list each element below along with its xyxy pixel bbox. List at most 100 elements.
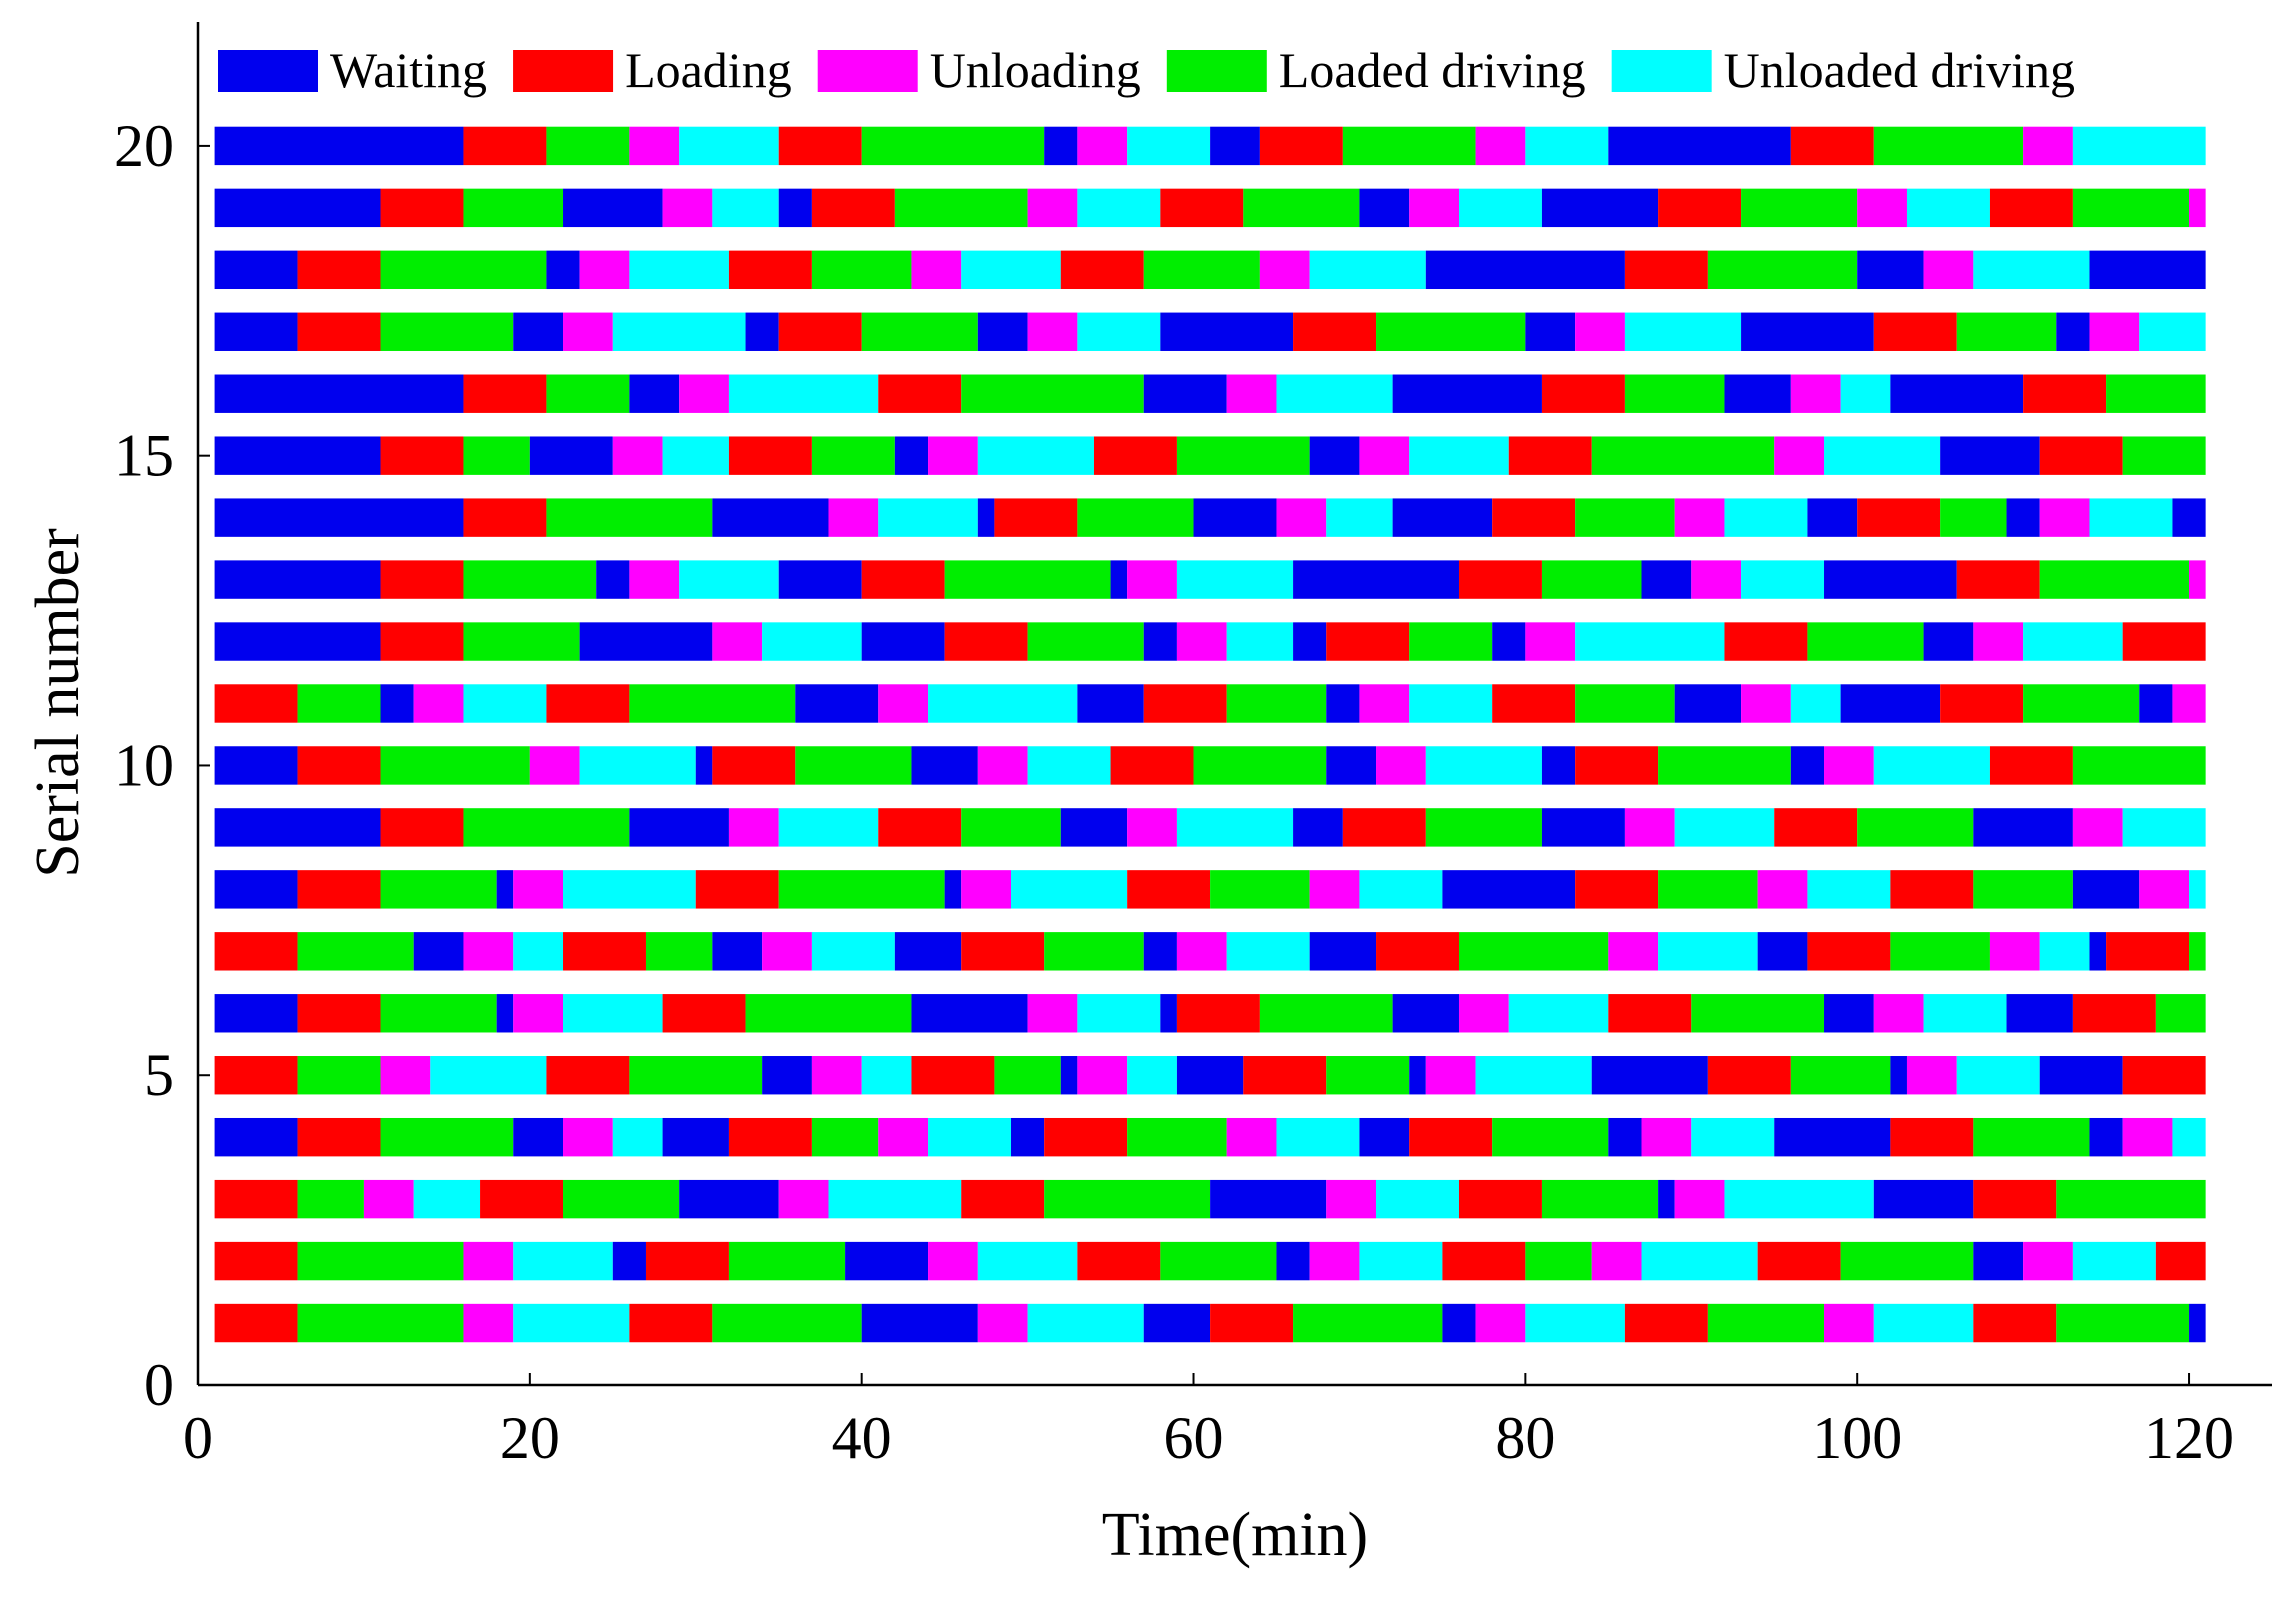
bar-segment-loaded-driving	[1160, 1241, 1277, 1281]
legend-swatch	[817, 50, 918, 92]
bar-segment-waiting	[1309, 932, 1377, 971]
bar-segment-loaded-driving	[1425, 808, 1542, 847]
bar-segment-loaded-driving	[1143, 250, 1260, 290]
bar-segment-waiting	[563, 188, 663, 228]
bar-segment-loading	[1774, 808, 1858, 847]
y-tick-label: 0	[144, 1352, 174, 1418]
bar-segment-loading	[961, 1179, 1045, 1219]
bar-segment-waiting	[1392, 994, 1459, 1033]
bar-segment-loading	[778, 126, 862, 166]
serial-row-3	[214, 1179, 2206, 1219]
legend-label: Unloading	[930, 42, 1141, 98]
bar-segment-loading	[1259, 126, 1343, 166]
bar-segment-unloading	[1674, 1179, 1725, 1219]
bar-segment-unloaded-driving	[1176, 560, 1294, 599]
bar-segment-unloading	[977, 746, 1028, 785]
bar-segment-waiting	[1293, 622, 1327, 661]
bar-segment-loading	[712, 746, 796, 785]
bar-segment-loading	[1658, 188, 1742, 228]
bar-segment-loaded-driving	[2155, 994, 2206, 1033]
bar-segment-loaded-driving	[380, 1117, 514, 1157]
legend-item-loading: Loading	[513, 42, 792, 98]
bar-segment-unloading	[1973, 622, 2024, 661]
bar-segment-loaded-driving	[1342, 126, 1476, 166]
bar-segment-loaded-driving	[1624, 374, 1725, 413]
bar-segment-unloaded-driving	[1790, 684, 1841, 723]
bar-segment-waiting	[1608, 1117, 1642, 1157]
bar-segment-waiting	[214, 994, 298, 1033]
serial-row-5	[214, 1056, 2206, 1095]
bar-segment-unloading	[413, 684, 464, 723]
bar-segment-loading	[944, 622, 1028, 661]
bar-segment-unloading	[380, 1056, 431, 1095]
bar-segment-unloading	[1691, 560, 1742, 599]
bar-segment-unloaded-driving	[1077, 994, 1161, 1033]
bar-segment-waiting	[214, 188, 381, 228]
bar-segment-unloading	[928, 1241, 978, 1281]
bar-segment-loading	[1376, 932, 1459, 971]
bar-segment-waiting	[1824, 560, 1957, 599]
bar-segment-loaded-driving	[463, 188, 564, 228]
bar-segment-loaded-driving	[1873, 126, 2024, 166]
bar-segment-waiting	[2006, 498, 2040, 537]
bar-segment-loading	[994, 498, 1078, 537]
bar-segment-loading	[1807, 932, 1891, 971]
bar-segment-waiting	[778, 188, 812, 228]
bar-segment-unloaded-driving	[1674, 808, 1775, 847]
bar-segment-loading	[480, 1179, 564, 1219]
x-ticks: 0 20 40 60 80 100 120	[183, 1373, 2234, 1471]
bar-segment-unloading	[1906, 1056, 1957, 1095]
bar-segment-unloading	[2172, 684, 2206, 723]
bar-segment-unloading	[1409, 188, 1459, 228]
bar-segment-waiting	[1392, 498, 1493, 537]
bar-segment-loaded-driving	[297, 1303, 464, 1343]
bar-segment-loading	[629, 1303, 713, 1343]
serial-row-8	[214, 870, 2206, 909]
bar-segment-unloading	[1176, 932, 1227, 971]
bar-segment-waiting	[1210, 1179, 1327, 1219]
bar-segment-loading	[1707, 1056, 1791, 1095]
bar-segment-waiting	[1890, 1056, 1907, 1095]
bar-segment-loaded-driving	[1210, 870, 1310, 909]
bar-segment-unloaded-driving	[2039, 932, 2090, 971]
bar-segment-unloaded-driving	[1127, 1056, 1177, 1095]
bar-segment-unloading	[1575, 312, 1625, 351]
bar-segment-unloaded-driving	[1840, 374, 1891, 413]
bar-segment-waiting	[214, 250, 298, 290]
legend-item-unloading: Unloading	[817, 42, 1141, 98]
bar-segment-unloaded-driving	[1575, 622, 1725, 661]
bar-segment-waiting	[1011, 1117, 1045, 1157]
bar-segment-loading	[463, 374, 547, 413]
bar-segment-loaded-driving	[1591, 436, 1775, 475]
bar-segment-loading	[463, 126, 547, 166]
bar-segment-unloaded-driving	[2023, 622, 2123, 661]
bar-segment-loading	[297, 870, 381, 909]
bar-segment-loaded-driving	[1575, 684, 1675, 723]
bar-segment-unloaded-driving	[961, 250, 1061, 290]
bar-segment-loaded-driving	[961, 808, 1061, 847]
bar-segment-waiting	[1541, 808, 1625, 847]
bar-segment-waiting	[1973, 1241, 2024, 1281]
bar-segment-waiting	[214, 560, 381, 599]
bar-segment-loaded-driving	[629, 1056, 763, 1095]
bar-segment-loaded-driving	[463, 622, 580, 661]
bar-segment-waiting	[214, 374, 464, 413]
bar-segment-loaded-driving	[2189, 932, 2206, 971]
bar-segment-loaded-driving	[297, 1056, 381, 1095]
bar-segment-loading	[380, 808, 464, 847]
bar-segment-unloaded-driving	[612, 1117, 663, 1157]
legend-swatch	[1166, 50, 1267, 92]
bar-segment-waiting	[795, 684, 879, 723]
bar-segment-unloaded-driving	[563, 870, 696, 909]
bar-segment-waiting	[977, 312, 1028, 351]
serial-row-17	[214, 312, 2206, 351]
bar-segment-waiting	[1160, 312, 1294, 351]
legend-item-loaded-driving: Loaded driving	[1166, 42, 1586, 98]
bar-segment-waiting	[596, 560, 630, 599]
serial-row-7	[214, 932, 2206, 971]
bar-segment-waiting	[1541, 746, 1576, 785]
bar-segment-waiting	[1110, 560, 1128, 599]
bar-segment-loading	[728, 436, 812, 475]
bar-segment-unloading	[2189, 560, 2206, 599]
bar-segment-unloaded-driving	[2139, 312, 2206, 351]
